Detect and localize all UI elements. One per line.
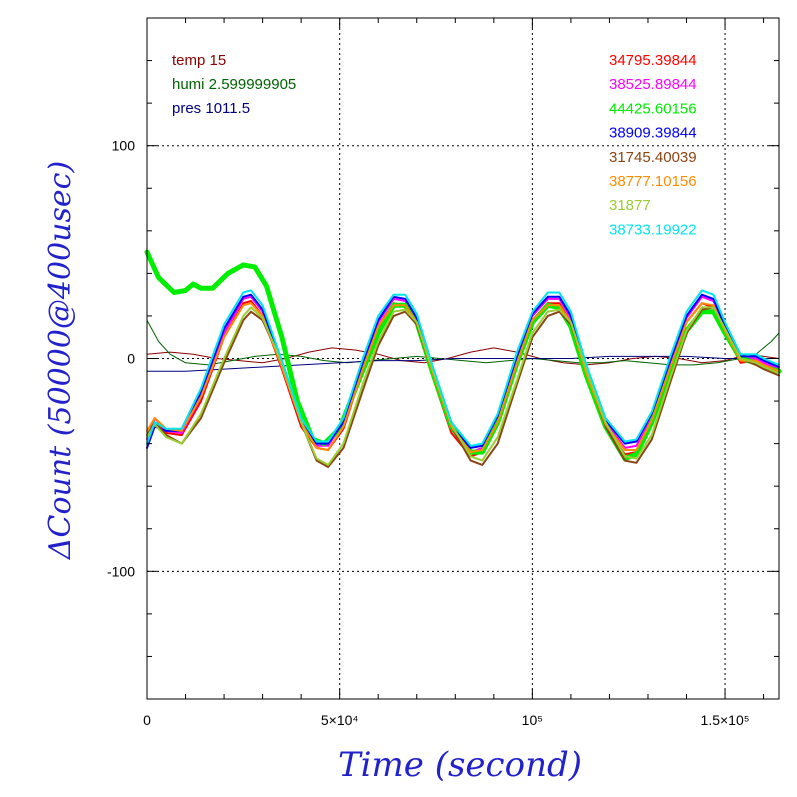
series-line-humi bbox=[146, 319, 780, 366]
series-legend-entry: 38525.89844 bbox=[609, 76, 697, 93]
y-tick-label: 0 bbox=[127, 351, 135, 367]
series-line-pres bbox=[147, 355, 779, 372]
y-tick-label: -100 bbox=[107, 563, 135, 579]
y-tick-label: 100 bbox=[112, 138, 136, 154]
series-legend-entry: 34795.39844 bbox=[609, 52, 697, 69]
x-tick-label: 5×10⁴ bbox=[321, 712, 359, 728]
series-legend-entry: 38733.19922 bbox=[609, 221, 697, 238]
x-axis-title: Time (second) bbox=[338, 745, 582, 785]
series-legend-entry: 31877 bbox=[609, 197, 651, 214]
y-axis-title: ΔCount (50000@400usec) bbox=[43, 161, 78, 560]
series-line-7 bbox=[146, 289, 780, 447]
x-tick-label: 10⁵ bbox=[522, 712, 543, 728]
x-tick-label: 1.5×10⁵ bbox=[701, 712, 750, 728]
environment-series bbox=[146, 319, 780, 372]
series-line-temp bbox=[146, 347, 780, 366]
series-line-3 bbox=[146, 293, 780, 449]
series-legend-entry: 44425.60156 bbox=[609, 100, 697, 117]
series-legend-entry: 38777.10156 bbox=[609, 173, 697, 190]
env-legend-entry: temp 15 bbox=[172, 52, 226, 69]
axis-tick-labels: 0 5×10⁴ 10⁵ 1.5×10⁵ 100 0 -100 bbox=[107, 138, 750, 728]
axis-ticks bbox=[146, 17, 779, 700]
x-tick-label: 0 bbox=[143, 712, 151, 728]
series-legend-entry: 38909.39844 bbox=[609, 125, 697, 142]
env-legend-entry: humi 2.599999905 bbox=[172, 76, 296, 93]
count-series bbox=[144, 249, 782, 468]
environment-legend: temp 15 humi 2.599999905 pres 1011.5 bbox=[172, 52, 296, 117]
env-legend-entry: pres 1011.5 bbox=[172, 100, 250, 117]
series-line-2 bbox=[144, 249, 782, 461]
series-line-5 bbox=[146, 302, 780, 454]
series-legend-entry: 31745.40039 bbox=[609, 149, 697, 166]
series-legend: 34795.39844 38525.89844 44425.60156 38909.3… bbox=[609, 52, 697, 238]
series-line-6 bbox=[146, 306, 780, 466]
